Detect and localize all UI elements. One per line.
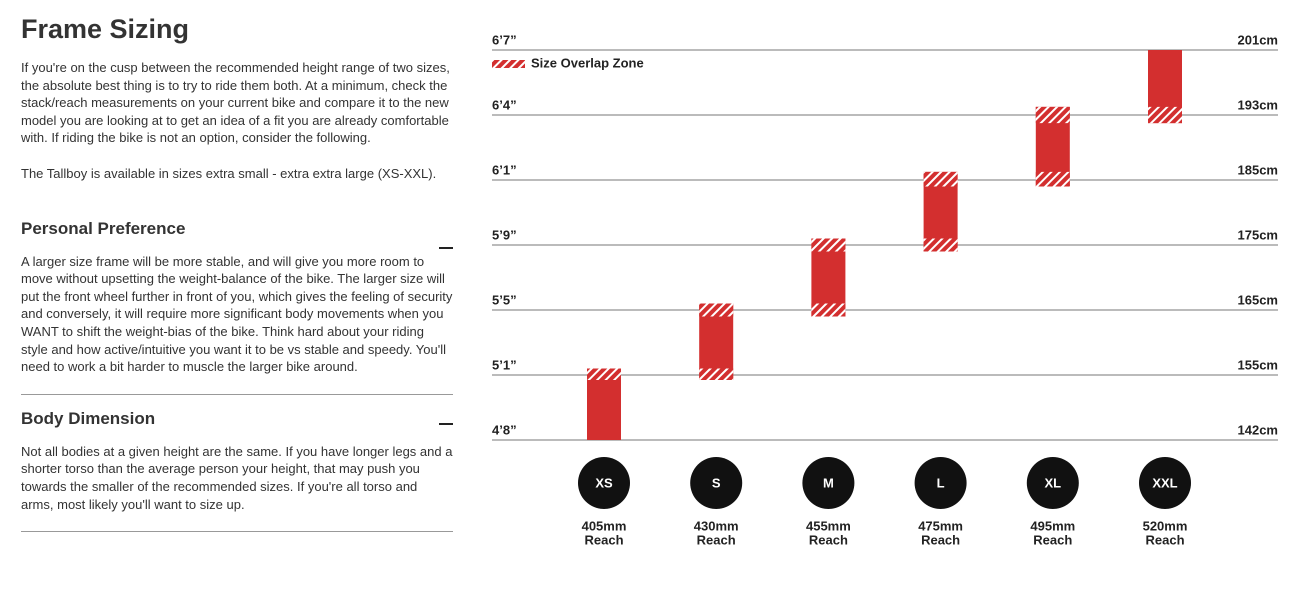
height-ft-label: 5’5” (492, 292, 517, 307)
reach-value: 520mm (1143, 518, 1188, 533)
collapse-icon[interactable] (439, 241, 453, 255)
reach-value: 495mm (1030, 518, 1075, 533)
paragraph: If you're on the cusp between the recomm… (21, 60, 450, 146)
reach-label: Reach (921, 532, 960, 547)
overlap-zone (587, 368, 621, 380)
size-name: XS (595, 475, 613, 490)
overlap-zone (811, 303, 846, 317)
reach-label: Reach (584, 532, 623, 547)
overlap-zone (1035, 106, 1070, 124)
size-name: XXL (1152, 475, 1177, 490)
reach-label: Reach (1033, 532, 1072, 547)
size-name: XL (1044, 475, 1061, 490)
height-ft-label: 5’9” (492, 227, 517, 242)
overlap-zone (811, 238, 846, 252)
size-badge (578, 457, 630, 509)
size-range-bar (587, 368, 621, 440)
overlap-zone (699, 368, 734, 380)
height-cm-label: 193cm (1238, 97, 1278, 112)
size-name: M (823, 475, 834, 490)
accordion-title[interactable]: Body Dimension (21, 408, 156, 428)
collapse-icon[interactable] (439, 417, 453, 431)
size-badge (914, 457, 967, 509)
size-badge (1139, 457, 1191, 509)
height-ft-label: 6’1” (492, 162, 517, 177)
overlap-zone (1148, 106, 1182, 124)
reach-label: Reach (809, 532, 848, 547)
reach-value: 455mm (806, 518, 851, 533)
size-name: L (937, 475, 945, 490)
size-name: S (712, 475, 721, 490)
overlap-zone (699, 303, 734, 317)
reach-value: 430mm (694, 518, 739, 533)
height-cm-label: 201cm (1238, 32, 1278, 47)
height-ft-label: 5’1” (492, 357, 517, 372)
legend-swatch (492, 60, 525, 68)
reach-label: Reach (697, 532, 736, 547)
height-cm-label: 142cm (1238, 422, 1278, 437)
height-cm-label: 185cm (1238, 162, 1278, 177)
paragraph: Not all bodies at a given height are the… (21, 443, 453, 512)
text-column: Frame Sizing If you're on the cusp betwe… (21, 0, 453, 533)
size-badge (802, 457, 855, 509)
page-title: Frame Sizing (21, 14, 190, 44)
overlap-zone (923, 171, 958, 187)
height-ft-label: 4’8” (492, 422, 517, 437)
size-badge (690, 457, 743, 509)
legend-label: Size Overlap Zone (531, 55, 644, 70)
overlap-zone (1035, 171, 1070, 187)
overlap-zone (923, 238, 958, 252)
accordion: Body Dimension Not all bodies at a given… (21, 393, 453, 513)
height-cm-label: 165cm (1238, 292, 1278, 307)
size-badge (1026, 457, 1079, 509)
reach-label: Reach (1145, 532, 1184, 547)
paragraph: The Tallboy is available in sizes extra … (21, 165, 437, 181)
accordion-title[interactable]: Personal Preference (21, 218, 186, 238)
reach-value: 405mm (582, 518, 627, 533)
divider (21, 531, 453, 533)
height-ft-label: 6’4” (492, 97, 517, 112)
paragraph: A larger size frame will be more stable,… (21, 253, 453, 375)
height-cm-label: 175cm (1238, 227, 1278, 242)
height-cm-label: 155cm (1238, 357, 1278, 372)
reach-value: 475mm (918, 518, 963, 533)
height-ft-label: 6’7” (492, 32, 517, 47)
accordion: Personal Preference A larger size frame … (21, 219, 453, 376)
